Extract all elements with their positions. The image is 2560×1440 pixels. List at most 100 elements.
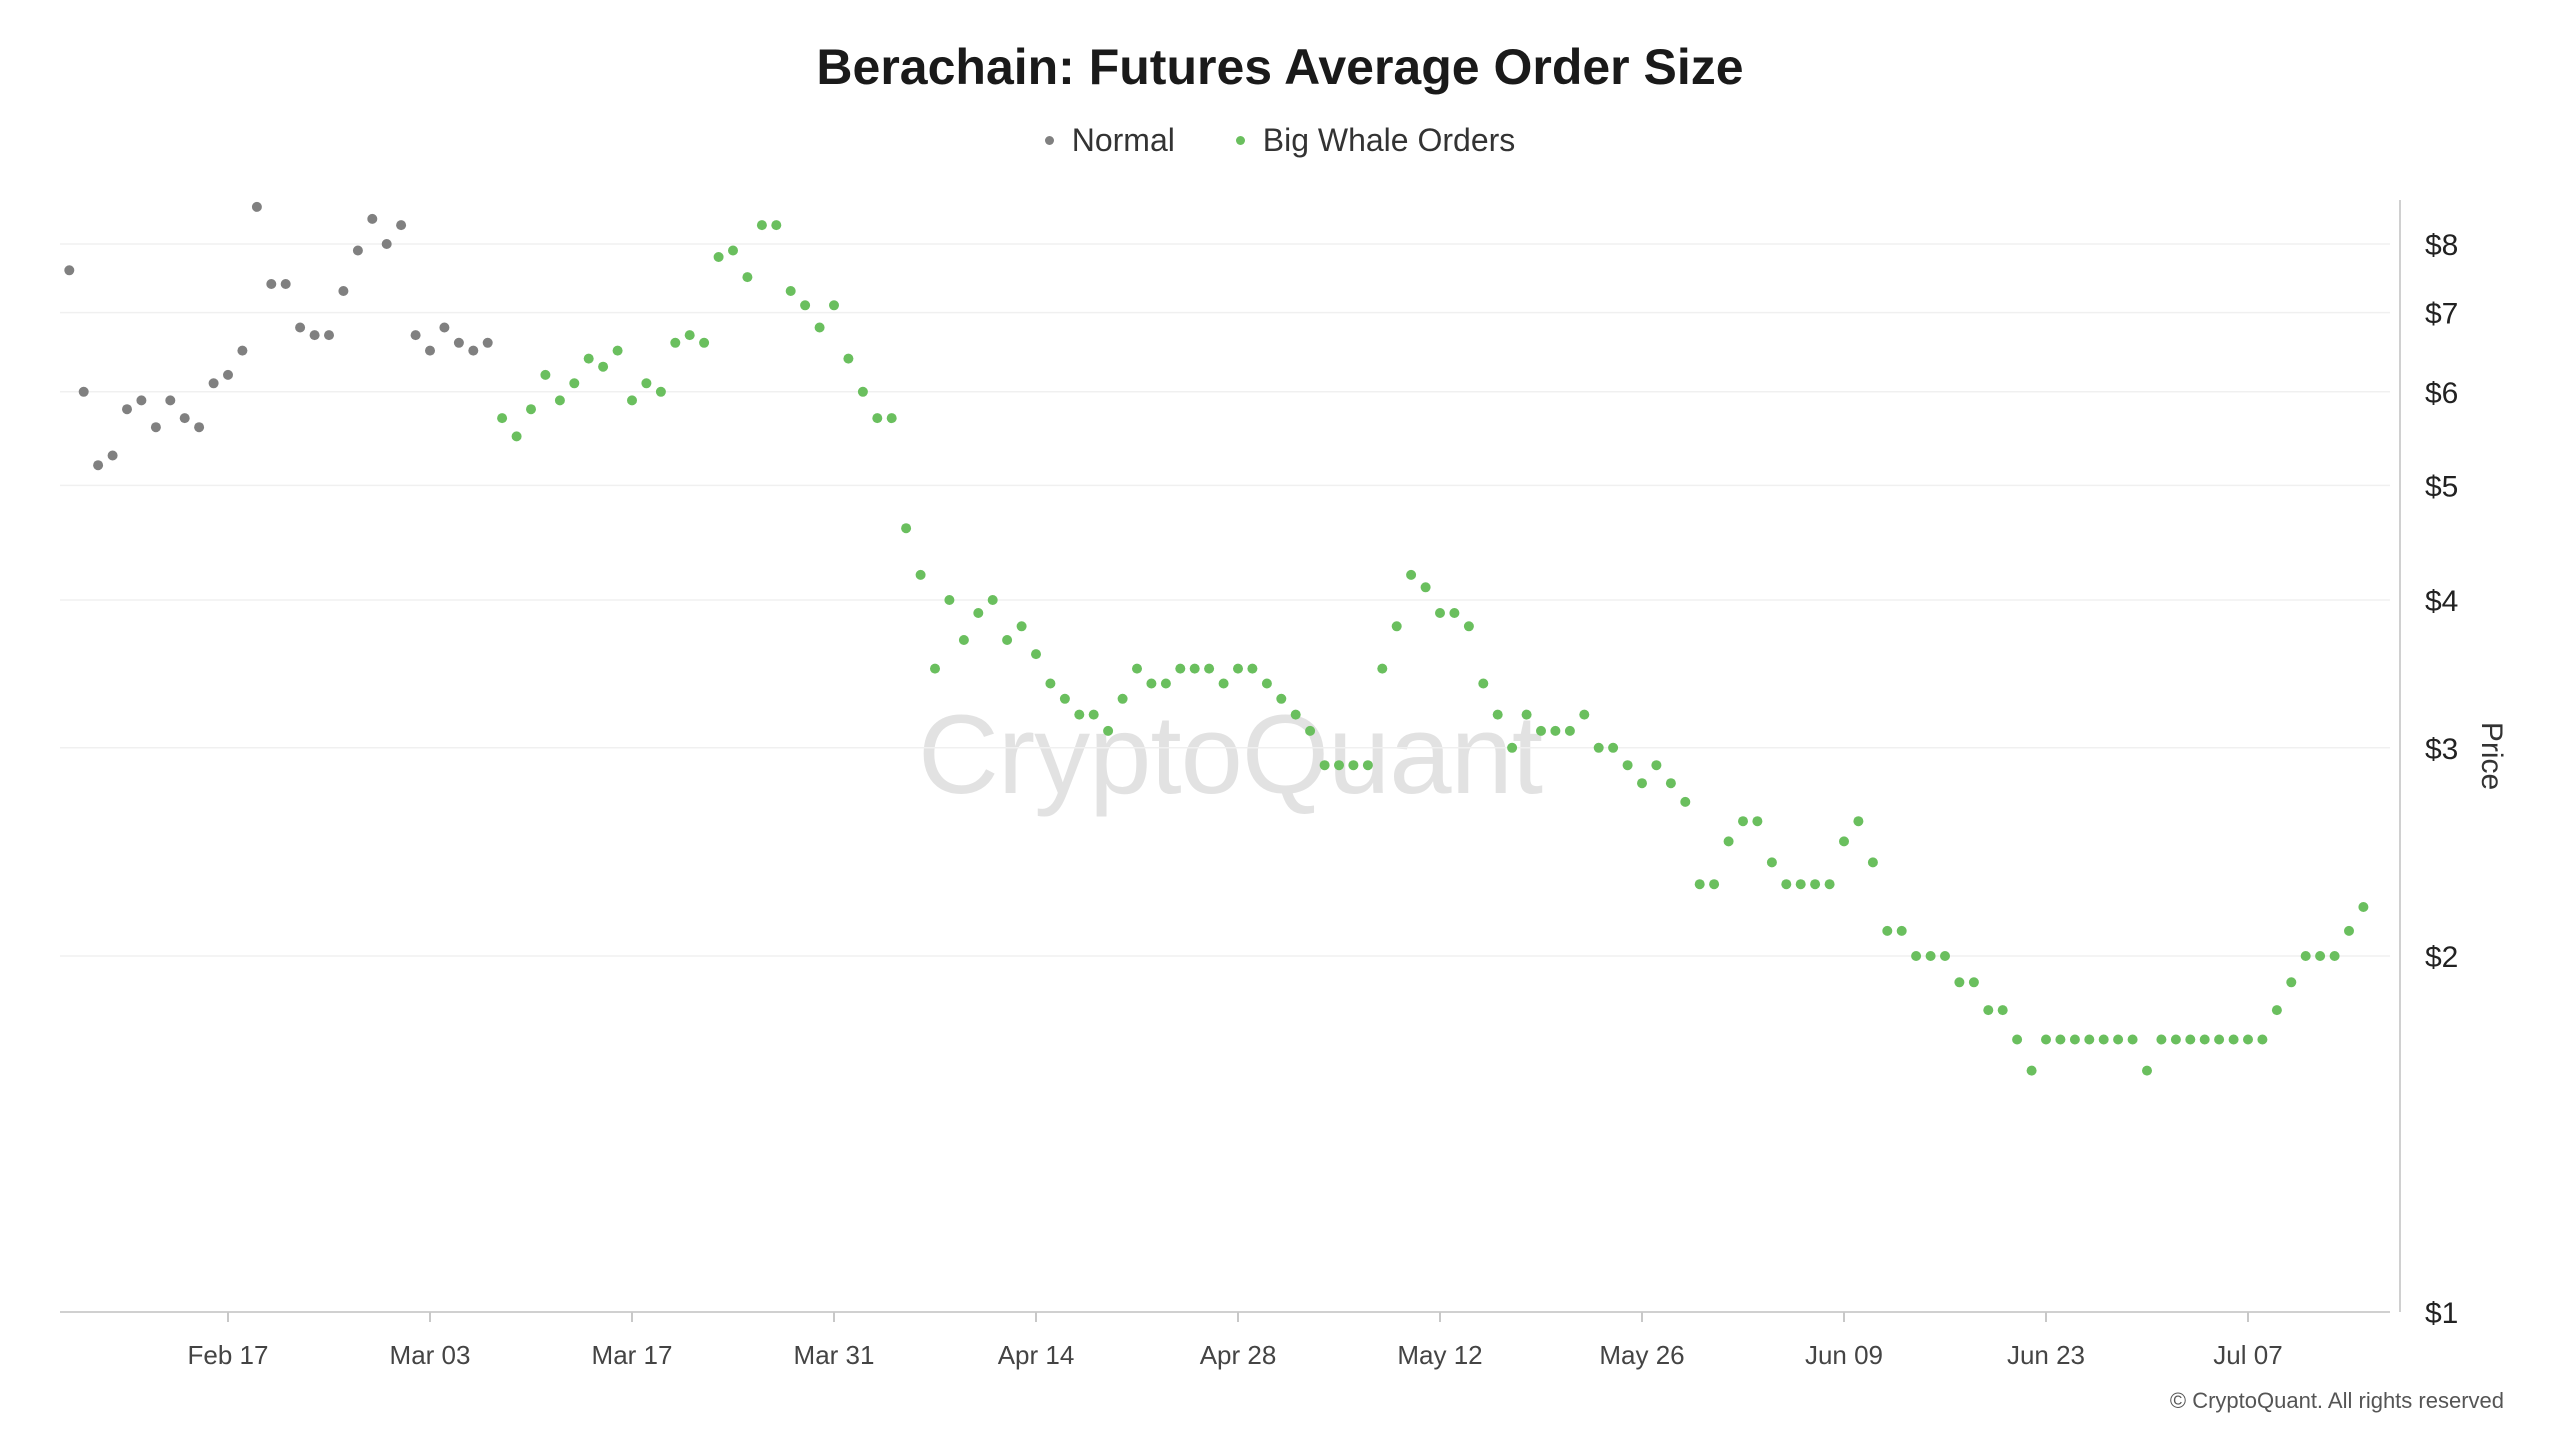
point-big-whale-orders <box>728 245 738 256</box>
point-big-whale-orders <box>1810 879 1821 890</box>
point-big-whale-orders <box>1608 742 1619 753</box>
point-big-whale-orders <box>2098 1034 2109 1045</box>
point-big-whale-orders <box>2084 1034 2095 1045</box>
point-normal <box>150 422 161 433</box>
point-big-whale-orders <box>1550 725 1561 736</box>
point-big-whale-orders <box>583 353 594 364</box>
point-normal <box>64 265 75 276</box>
point-normal <box>107 450 118 461</box>
point-big-whale-orders <box>1031 649 1041 660</box>
point-big-whale-orders <box>1593 742 1604 753</box>
point-big-whale-orders <box>1146 678 1157 689</box>
point-big-whale-orders <box>1752 816 1763 827</box>
point-big-whale-orders <box>1492 709 1503 720</box>
point-big-whale-orders <box>1391 621 1402 632</box>
point-big-whale-orders <box>2170 1034 2181 1045</box>
point-big-whale-orders <box>1348 760 1359 771</box>
legend-normal-label: Normal <box>1071 122 1175 158</box>
x-tick-label: Mar 03 <box>390 1340 471 1370</box>
point-big-whale-orders <box>1637 778 1647 789</box>
point-big-whale-orders <box>1867 857 1878 868</box>
point-big-whale-orders <box>1925 951 1936 961</box>
point-big-whale-orders <box>2286 977 2297 988</box>
point-normal <box>165 395 176 406</box>
legend-big-whale-label: Big Whale Orders <box>1262 122 1516 158</box>
point-big-whale-orders <box>2315 951 2326 961</box>
x-tick-label: Apr 28 <box>1200 1340 1277 1370</box>
point-normal <box>482 337 493 348</box>
point-normal <box>309 330 320 341</box>
point-big-whale-orders <box>742 272 753 283</box>
point-big-whale-orders <box>1319 760 1330 771</box>
point-big-whale-orders <box>2142 1065 2152 1076</box>
point-big-whale-orders <box>497 413 508 424</box>
point-normal <box>237 345 248 356</box>
point-big-whale-orders <box>1218 678 1229 689</box>
x-tick-label: May 12 <box>1397 1340 1482 1370</box>
axes <box>60 200 2401 1313</box>
point-big-whale-orders <box>1579 709 1590 720</box>
point-big-whale-orders <box>2271 1005 2282 1016</box>
point-normal <box>208 378 219 389</box>
point-big-whale-orders <box>2026 1065 2037 1076</box>
point-big-whale-orders <box>829 300 839 311</box>
point-big-whale-orders <box>1536 725 1546 736</box>
point-big-whale-orders <box>1204 663 1215 674</box>
point-big-whale-orders <box>641 378 652 389</box>
y-axis-ticks: $1 $2 $3 $4 $5 $6 $7 $8 <box>2425 229 2458 1330</box>
point-big-whale-orders <box>1896 925 1907 936</box>
point-big-whale-orders <box>886 413 897 424</box>
y-tick-label: $4 <box>2425 585 2458 618</box>
point-big-whale-orders <box>655 386 666 397</box>
point-big-whale-orders <box>1189 663 1200 674</box>
point-normal <box>338 286 349 296</box>
point-big-whale-orders <box>1507 742 1518 753</box>
point-big-whale-orders <box>2113 1034 2124 1045</box>
point-big-whale-orders <box>511 431 522 442</box>
point-normal <box>381 239 392 249</box>
point-big-whale-orders <box>540 369 551 380</box>
point-big-whale-orders <box>1665 778 1676 789</box>
point-big-whale-orders <box>2156 1034 2167 1045</box>
point-big-whale-orders <box>1377 663 1388 674</box>
point-big-whale-orders <box>857 386 868 397</box>
point-big-whale-orders <box>1290 709 1301 720</box>
y-tick-label: $7 <box>2425 298 2458 331</box>
point-big-whale-orders <box>1016 621 1027 632</box>
point-big-whale-orders <box>872 413 883 424</box>
point-big-whale-orders <box>1233 663 1243 674</box>
y-axis-label: Price <box>2475 722 2508 790</box>
point-normal <box>179 413 190 424</box>
point-big-whale-orders <box>1435 608 1445 618</box>
point-big-whale-orders <box>612 345 623 356</box>
point-normal <box>410 330 421 341</box>
point-normal <box>439 322 450 333</box>
legend-item-big-whale-orders[interactable]: Big Whale Orders <box>1235 122 1516 159</box>
point-big-whale-orders <box>1276 693 1287 704</box>
point-big-whale-orders <box>2127 1034 2138 1045</box>
point-normal <box>468 345 479 356</box>
point-big-whale-orders <box>670 337 681 348</box>
point-big-whale-orders <box>1521 709 1532 720</box>
point-big-whale-orders <box>1261 678 1272 689</box>
legend-item-normal[interactable]: Normal <box>1044 122 1175 159</box>
point-big-whale-orders <box>526 404 536 415</box>
legend-big-whale-marker <box>1235 136 1245 146</box>
point-big-whale-orders <box>1420 582 1431 593</box>
point-big-whale-orders <box>1680 796 1691 807</box>
y-tick-label: $1 <box>2425 1297 2458 1330</box>
point-big-whale-orders <box>843 353 854 364</box>
point-big-whale-orders <box>1766 857 1777 868</box>
data-points <box>64 201 2369 1076</box>
point-big-whale-orders <box>1651 760 1662 771</box>
point-big-whale-orders <box>915 569 926 580</box>
point-big-whale-orders <box>1362 760 1373 771</box>
point-big-whale-orders <box>1795 879 1806 890</box>
x-tick-label: Apr 14 <box>998 1340 1075 1370</box>
point-normal <box>396 220 407 231</box>
point-big-whale-orders <box>1954 977 1965 988</box>
y-tick-label: $3 <box>2425 733 2458 766</box>
point-big-whale-orders <box>2055 1034 2066 1045</box>
point-normal <box>93 460 104 471</box>
